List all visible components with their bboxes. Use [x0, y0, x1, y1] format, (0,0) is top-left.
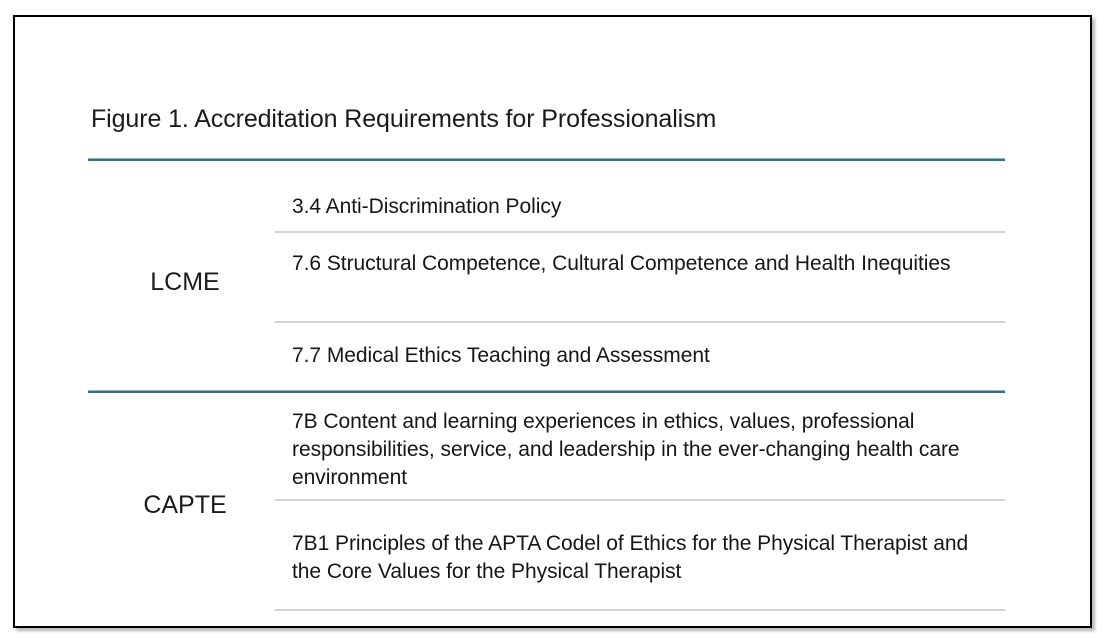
- row-divider-capte-2: [275, 609, 1005, 611]
- section-divider-middle: [88, 390, 1005, 393]
- org-label-lcme: LCME: [150, 268, 220, 296]
- org-label-capte: CAPTE: [143, 491, 227, 519]
- requirement-row-capte-2: 7B1 Principles of the APTA Codel of Ethi…: [292, 532, 969, 583]
- row-divider-capte-1: [275, 499, 1005, 501]
- requirement-row-lcme-3: 7.7 Medical Ethics Teaching and Assessme…: [292, 344, 710, 367]
- section-divider-top: [88, 158, 1005, 161]
- requirement-row-capte-1: 7B Content and learning experiences in e…: [292, 410, 960, 489]
- page-title: Figure 1. Accreditation Requirements for…: [91, 105, 717, 133]
- requirement-row-lcme-2: 7.6 Structural Competence, Cultural Comp…: [292, 252, 951, 275]
- figure-page-frame: Figure 1. Accreditation Requirements for…: [13, 15, 1092, 628]
- row-divider-lcme-2: [275, 321, 1005, 323]
- row-divider-lcme-1: [275, 231, 1005, 233]
- requirement-row-lcme-1: 3.4 Anti-Discrimination Policy: [292, 195, 562, 218]
